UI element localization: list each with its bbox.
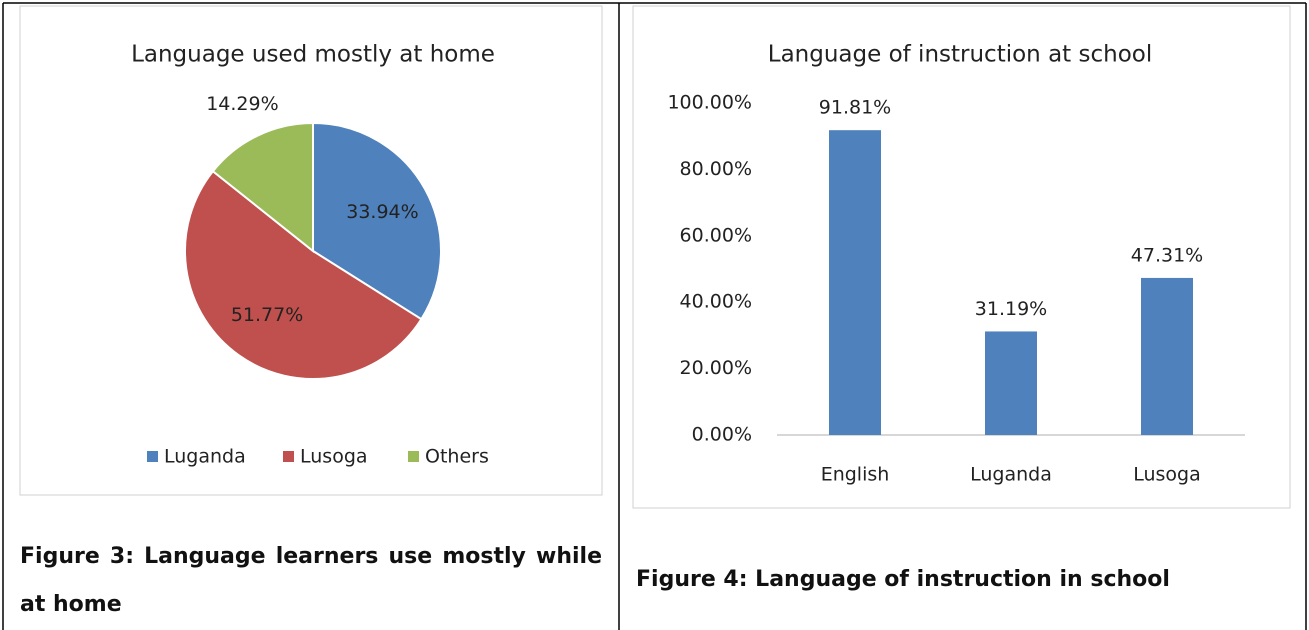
legend-label: Lusoga <box>300 446 368 468</box>
y-tick-label: 80.00% <box>680 158 752 180</box>
data-label: 31.19% <box>975 298 1047 320</box>
x-tick-label: Lusoga <box>1133 464 1201 486</box>
pie-slice <box>184 169 423 380</box>
chart-title: Language of instruction at school <box>768 42 1152 68</box>
data-label: 91.81% <box>819 97 891 119</box>
figure-caption: Figure 3: Language learners use mostly w… <box>20 544 602 617</box>
data-label: 51.77% <box>231 304 303 326</box>
data-label: 33.94% <box>346 201 418 223</box>
pie-slice <box>211 121 314 254</box>
bar <box>1141 277 1193 435</box>
y-tick-label: 20.00% <box>680 357 752 379</box>
y-tick-label: 40.00% <box>680 291 752 313</box>
chart-title: Language used mostly at home <box>131 42 495 68</box>
x-tick-label: Luganda <box>970 464 1052 486</box>
legend-swatch <box>283 451 294 462</box>
legend-swatch <box>147 451 158 462</box>
y-tick-label: 0.00% <box>692 424 752 446</box>
bar <box>985 331 1037 435</box>
y-tick-label: 100.00% <box>667 92 752 114</box>
x-tick-label: English <box>821 464 890 486</box>
y-tick-label: 60.00% <box>680 224 752 246</box>
figure-caption: Figure 4: Language of instruction in sch… <box>636 567 1170 592</box>
bar <box>829 130 881 435</box>
legend-label: Luganda <box>164 446 246 468</box>
legend-swatch <box>408 451 419 462</box>
data-label: 47.31% <box>1131 244 1203 266</box>
data-label: 14.29% <box>206 93 278 115</box>
legend-label: Others <box>425 446 489 468</box>
